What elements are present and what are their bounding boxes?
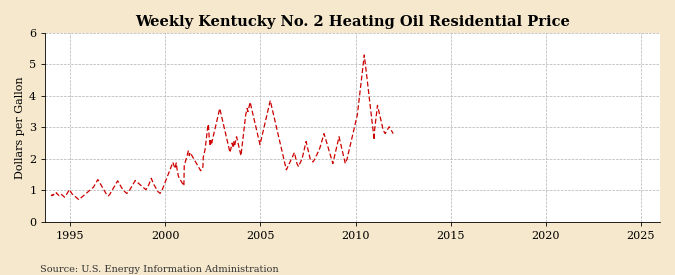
Title: Weekly Kentucky No. 2 Heating Oil Residential Price: Weekly Kentucky No. 2 Heating Oil Reside… bbox=[135, 15, 570, 29]
Y-axis label: Dollars per Gallon: Dollars per Gallon bbox=[15, 76, 25, 179]
Text: Source: U.S. Energy Information Administration: Source: U.S. Energy Information Administ… bbox=[40, 265, 279, 274]
